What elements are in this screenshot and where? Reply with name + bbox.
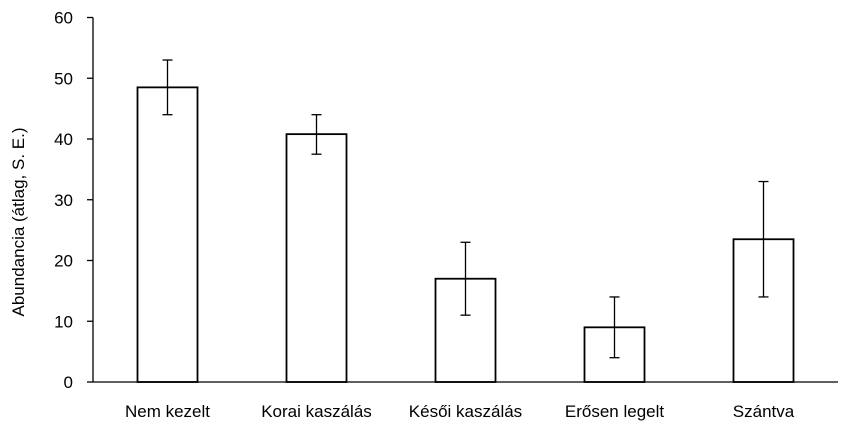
y-tick-label: 20 <box>54 252 73 271</box>
y-tick-label: 40 <box>54 130 73 149</box>
x-tick-label: Korai kaszálás <box>261 402 372 421</box>
y-axis-title: Abundancia (átlag, S. E.) <box>9 127 28 316</box>
x-axis: Nem kezelt Korai kaszálás Késői kaszálás Er… <box>93 381 838 421</box>
y-tick-label: 0 <box>64 373 73 392</box>
bar <box>285 133 348 383</box>
y-tick-label: 50 <box>54 69 73 88</box>
x-tick-label: Szántva <box>733 402 795 421</box>
bars <box>136 86 795 383</box>
y-tick-label: 30 <box>54 191 73 210</box>
y-tick-label: 60 <box>54 9 73 28</box>
y-axis: 0 10 20 30 40 50 60 <box>54 9 94 392</box>
bar <box>136 86 199 383</box>
error-bars <box>162 59 769 359</box>
x-tick-label: Erősen legelt <box>565 402 665 421</box>
y-tick-label: 10 <box>54 312 73 331</box>
x-tick-label: Késői kaszálás <box>409 402 522 421</box>
x-tick-label: Nem kezelt <box>125 402 210 421</box>
